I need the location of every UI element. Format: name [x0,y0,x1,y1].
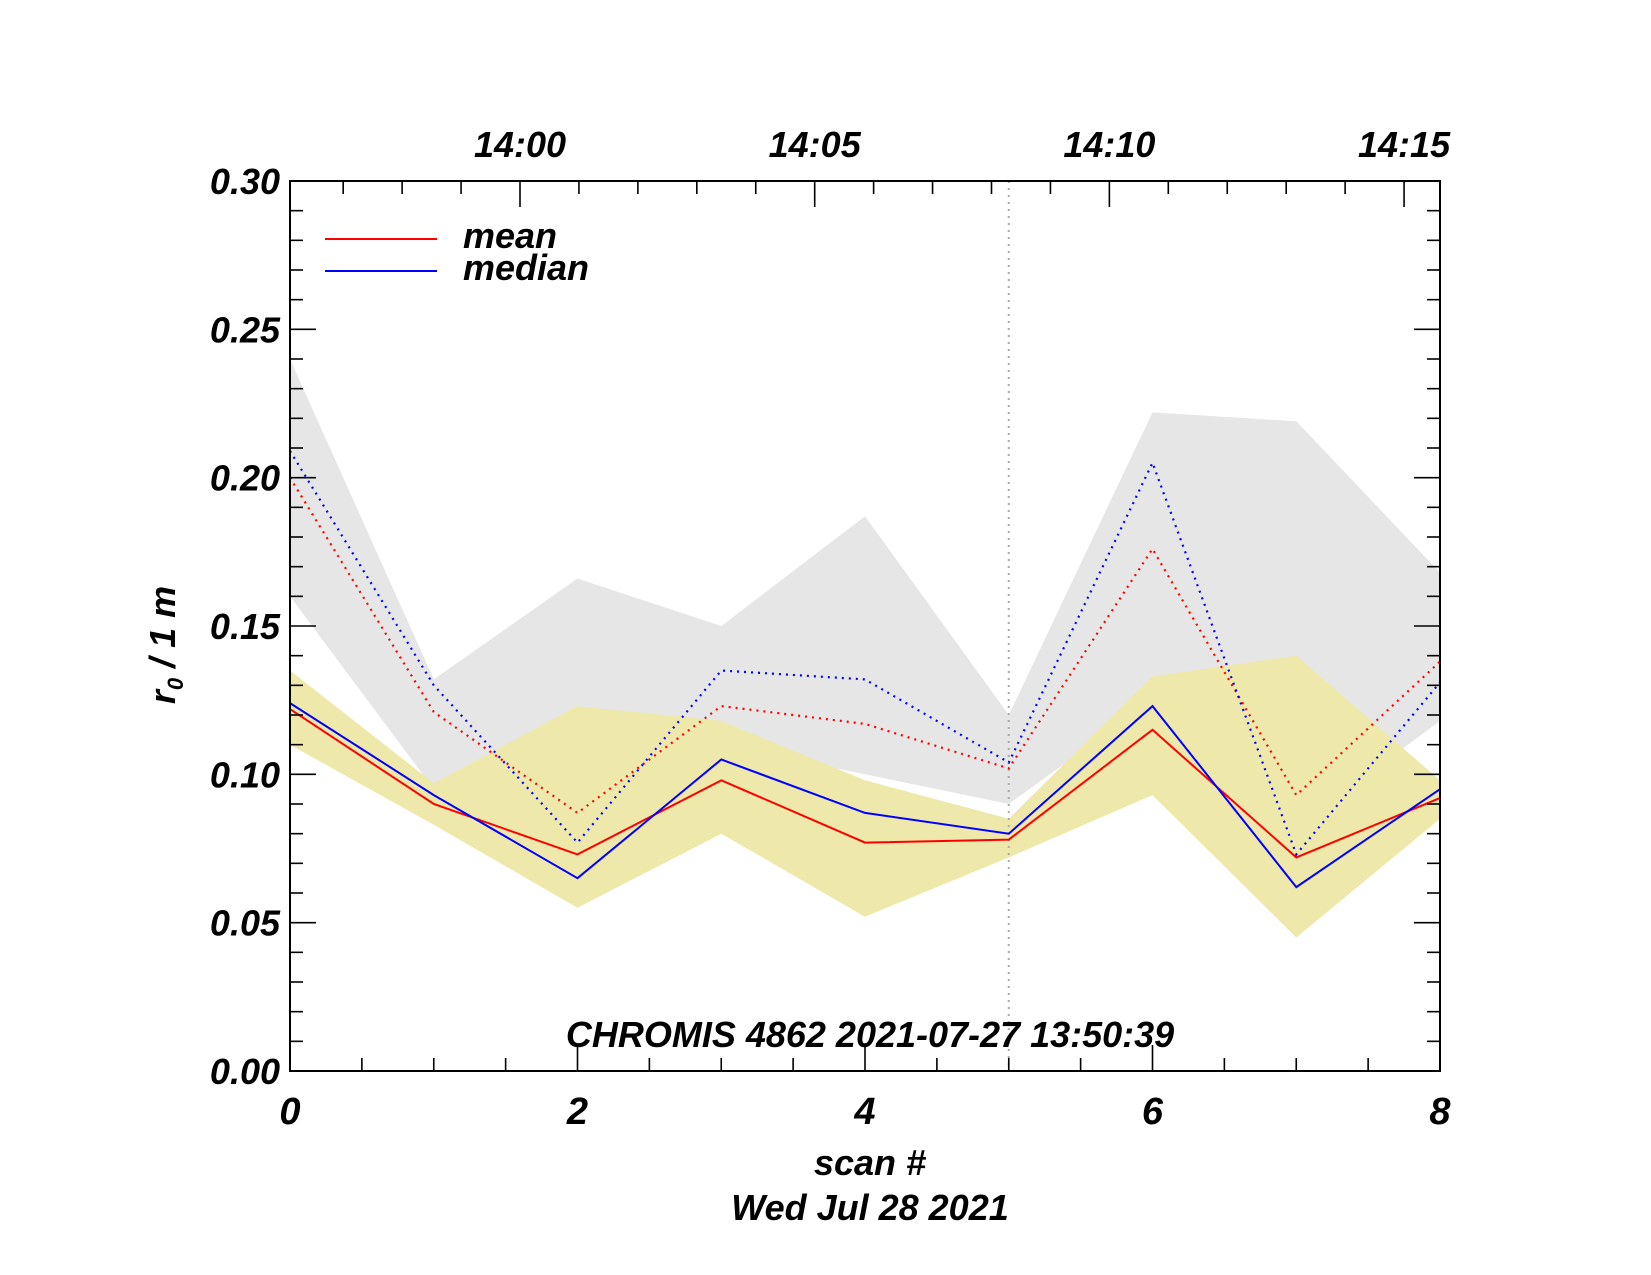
y-tick-label: 0.00 [210,1051,280,1092]
x-axis-title: scan # [814,1142,926,1183]
x-tick-label: 6 [1142,1091,1164,1133]
y-tick-label: 0.05 [210,903,281,944]
yellow-range-band [290,655,1440,938]
bands-layer [290,359,1440,938]
legend: mean median [325,215,589,288]
top-axis-time-label: 14:00 [474,124,566,165]
x-tick-label: 0 [279,1091,300,1133]
y-axis-title-r: r [142,688,183,704]
y-tick-label: 0.10 [210,754,280,795]
legend-label-median: median [463,247,589,288]
top-axis-time-label: 14:10 [1063,124,1155,165]
y-tick-label: 0.30 [210,161,280,202]
chart-annotation: CHROMIS 4862 2021-07-27 13:50:39 [566,1014,1174,1055]
y-axis-title-unit: / 1 m [142,586,183,678]
x-tick-label: 2 [566,1091,588,1133]
legend-label-mean: mean [463,215,557,256]
y-tick-label: 0.15 [210,606,281,647]
y-axis-title-subscript: 0 [163,677,188,690]
x-axis-subtitle-date: Wed Jul 28 2021 [731,1187,1009,1228]
x-tick-label: 8 [1429,1091,1451,1133]
x-tick-label: 4 [853,1091,875,1133]
top-axis-time-label: 14:15 [1358,124,1451,165]
y-tick-label: 0.25 [210,309,281,350]
y-tick-label: 0.20 [210,458,280,499]
series-layer [289,450,1441,889]
series-line-mean [289,708,1441,859]
ticks-layer [289,180,1441,1072]
series-line-median-dotted [289,450,1441,857]
top-axis-time-label: 14:05 [769,124,862,165]
y-axis-title: r0 / 1 m [142,586,188,704]
series-line-median [289,702,1441,889]
tick-labels-layer: 0.00 0.05 0.10 0.15 0.20 0.25 0.30 0 2 4 6 8 14:00 14… [210,124,1452,1133]
